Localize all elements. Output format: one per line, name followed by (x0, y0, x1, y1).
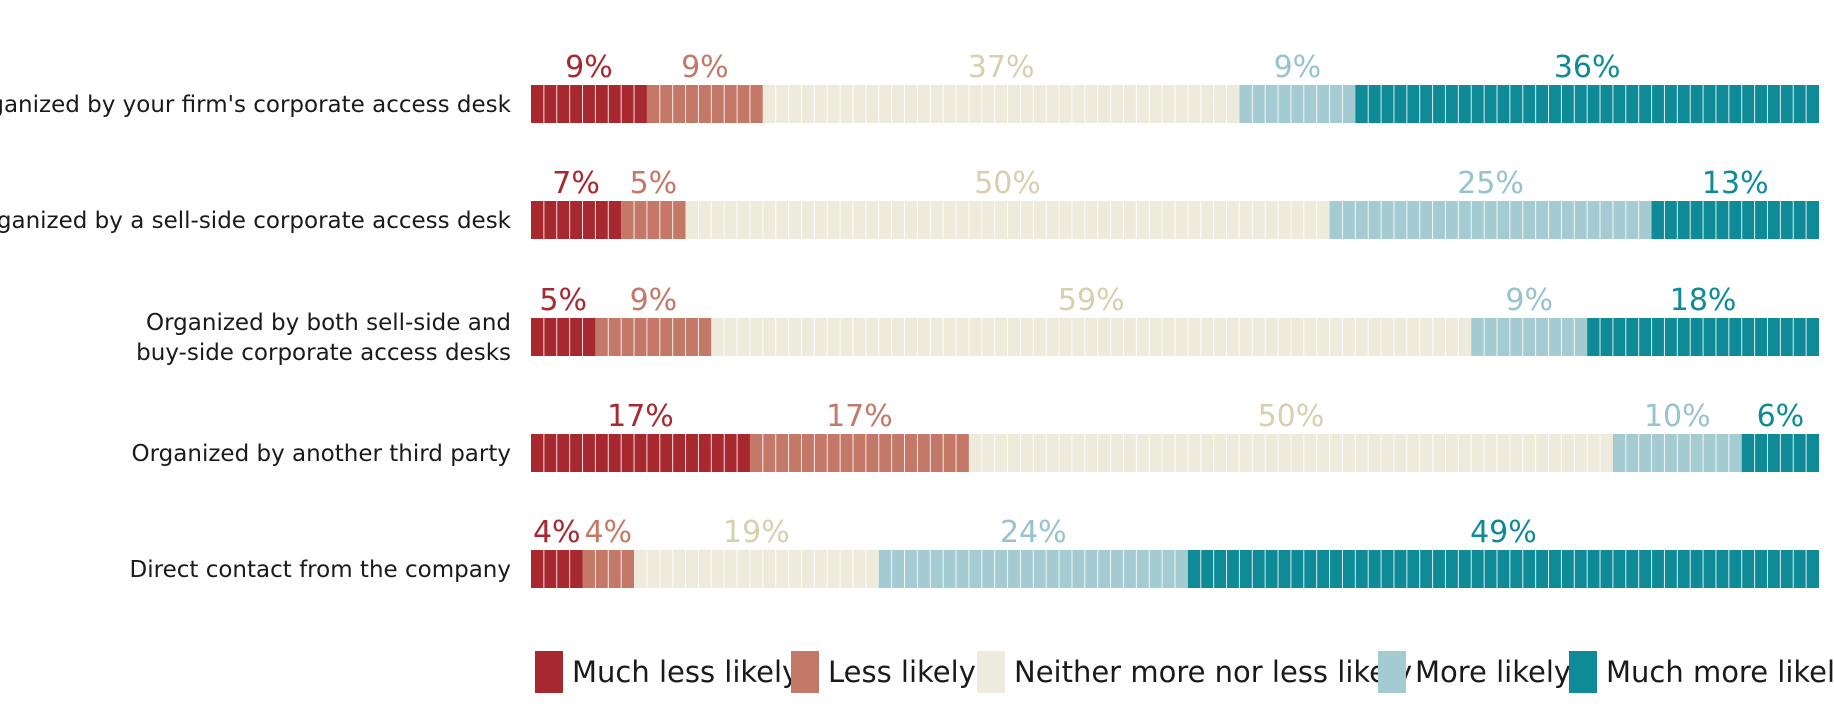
value-label: 19% (723, 515, 790, 550)
value-label: 5% (630, 166, 678, 201)
value-label: 9% (681, 50, 729, 85)
bar-segment (1471, 318, 1588, 356)
legend-swatch (535, 651, 563, 693)
value-labels: 9% 9% 37% 9% 36% 7% 5% 50% 25% 13% 5% 9% 59% 9% 18% 17%… (533, 50, 1804, 550)
value-label: 17% (607, 399, 674, 434)
legend-label: Less likely (828, 655, 976, 689)
legend-label: Much more likely (1606, 655, 1834, 689)
value-label: 9% (1274, 50, 1322, 85)
bar-segment (1187, 550, 1819, 588)
value-label: 50% (974, 166, 1041, 201)
category-label: buy-side corporate access desks (136, 340, 511, 366)
bar-segment (762, 85, 1240, 123)
legend-label: Much less likely (572, 655, 799, 689)
value-label: 9% (565, 50, 613, 85)
legend-swatch (977, 651, 1005, 693)
legend-swatch (1569, 651, 1597, 693)
bar-segment (621, 201, 686, 239)
category-label: Organized by both sell-side and (146, 310, 511, 336)
value-label: 59% (1058, 283, 1125, 318)
value-label: 9% (630, 283, 678, 318)
bar-segment (1329, 201, 1652, 239)
value-label: 6% (1757, 399, 1805, 434)
category-label: Organized by another third party (132, 441, 511, 467)
category-label: Direct contact from the company (130, 557, 511, 583)
legend: Much less likely Less likely Neither more … (535, 651, 1834, 693)
bar-segment (1651, 201, 1819, 239)
value-label: 7% (552, 166, 600, 201)
legend-label: More likely (1415, 655, 1571, 689)
category-labels: Organized by your firm's corporate acces… (0, 92, 512, 583)
category-label: Organized by your firm's corporate acces… (0, 92, 512, 118)
bar-segment (1239, 85, 1356, 123)
value-label: 25% (1457, 166, 1524, 201)
bar-segment (711, 318, 1472, 356)
value-label: 5% (539, 283, 587, 318)
value-label: 36% (1554, 50, 1621, 85)
bar-segment (595, 318, 712, 356)
bar-segment (531, 85, 647, 123)
value-label: 37% (968, 50, 1035, 85)
bar-segment (634, 550, 879, 588)
value-label: 4% (584, 515, 632, 550)
value-label: 18% (1670, 283, 1737, 318)
legend-swatch (1378, 651, 1406, 693)
value-label: 4% (533, 515, 581, 550)
bar-segment (531, 201, 622, 239)
legend-label: Neither more nor less likely (1014, 655, 1412, 689)
value-label: 9% (1505, 283, 1553, 318)
bar-segment (749, 434, 969, 472)
bar-segment (531, 434, 750, 472)
value-label: 17% (826, 399, 893, 434)
value-label: 24% (1000, 515, 1067, 550)
value-label: 49% (1470, 515, 1537, 550)
bar-segments (531, 85, 1819, 588)
bar-segment (646, 85, 763, 123)
value-label: 10% (1644, 399, 1711, 434)
category-label: Organized by a sell-side corporate acces… (0, 208, 512, 234)
value-label: 50% (1258, 399, 1325, 434)
value-label: 13% (1702, 166, 1769, 201)
legend-swatch (791, 651, 819, 693)
bar-segment (531, 318, 596, 356)
